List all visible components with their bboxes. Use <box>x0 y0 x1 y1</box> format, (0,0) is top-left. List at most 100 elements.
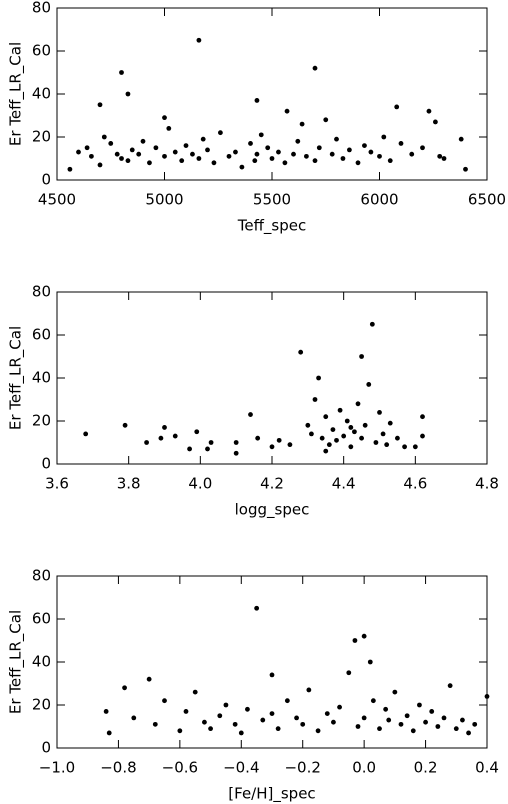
point <box>377 153 382 159</box>
point <box>361 633 367 639</box>
x-tick-label: 3.8 <box>117 475 141 493</box>
point <box>472 721 478 727</box>
point <box>172 149 178 155</box>
point <box>348 444 354 450</box>
point <box>136 151 142 157</box>
x-tick-label: 3.6 <box>45 475 69 493</box>
point <box>361 715 367 721</box>
point <box>284 108 290 114</box>
point <box>129 147 135 153</box>
point <box>377 726 382 732</box>
point <box>172 433 178 439</box>
point <box>76 149 81 155</box>
point <box>255 435 261 441</box>
x-tick-label: −0.4 <box>223 759 259 777</box>
point <box>287 442 293 448</box>
plot-frame <box>56 575 488 749</box>
point <box>265 145 271 151</box>
point <box>101 134 107 140</box>
point <box>398 721 404 727</box>
x-tick-label: 4500 <box>38 191 76 209</box>
point <box>152 721 158 727</box>
point <box>254 151 260 157</box>
point <box>420 414 425 420</box>
point <box>460 717 465 723</box>
y-tick-label: 0 <box>41 455 51 473</box>
y-axis-label: Er Teff_LR_Cal <box>7 610 26 714</box>
point <box>248 412 253 417</box>
point <box>226 153 232 159</box>
point <box>108 141 114 146</box>
point <box>344 418 350 424</box>
point <box>484 694 490 699</box>
point <box>404 713 410 719</box>
point <box>352 429 357 435</box>
point <box>383 706 389 712</box>
point <box>192 689 198 695</box>
point <box>196 156 202 161</box>
point <box>300 721 306 727</box>
point <box>260 717 266 723</box>
point <box>337 407 343 413</box>
y-tick-label: 40 <box>32 85 51 103</box>
point <box>239 164 245 170</box>
x-tick-label: 6500 <box>468 191 506 209</box>
point <box>441 715 447 721</box>
point <box>409 151 415 157</box>
point <box>387 158 393 164</box>
point <box>437 153 443 159</box>
point <box>122 685 127 691</box>
point <box>368 149 374 155</box>
point <box>323 117 329 123</box>
point <box>420 433 425 439</box>
point <box>329 151 335 157</box>
point <box>394 104 400 110</box>
point <box>233 450 239 456</box>
point <box>233 149 238 155</box>
x-tick-label: 4.8 <box>475 475 499 493</box>
point <box>355 724 361 729</box>
point <box>106 730 112 736</box>
point <box>146 676 152 682</box>
x-tick-label: 4.6 <box>403 475 427 493</box>
point <box>211 160 217 166</box>
point <box>284 698 290 704</box>
point <box>252 158 258 164</box>
point <box>306 687 312 693</box>
point <box>269 444 275 450</box>
point <box>179 158 185 164</box>
point <box>166 125 172 131</box>
y-axis-label: Er Teff_LR_Cal <box>7 326 26 430</box>
point <box>453 726 459 732</box>
point <box>140 138 146 144</box>
point <box>380 431 386 437</box>
x-tick-label: 4.2 <box>260 475 284 493</box>
point <box>330 427 336 432</box>
point <box>162 425 167 430</box>
point <box>245 706 250 712</box>
plot-frame <box>56 7 488 181</box>
y-tick-label: 40 <box>32 369 51 387</box>
point <box>334 136 339 142</box>
point <box>196 37 202 43</box>
point <box>125 158 131 164</box>
y-tick-label: 80 <box>32 0 51 17</box>
x-tick-label: −0.2 <box>284 759 320 777</box>
point <box>312 397 318 402</box>
point <box>458 136 464 142</box>
y-tick-label: 20 <box>32 696 51 714</box>
y-tick-label: 40 <box>32 653 51 671</box>
point <box>359 354 364 359</box>
point <box>319 435 325 441</box>
point <box>294 715 299 721</box>
point <box>326 442 332 448</box>
x-tick-label: 0.0 <box>352 759 376 777</box>
point <box>370 698 376 704</box>
point <box>119 156 124 161</box>
point <box>183 709 189 714</box>
point <box>369 321 375 327</box>
y-tick-label: 60 <box>32 610 51 628</box>
y-tick-label: 60 <box>32 42 51 60</box>
